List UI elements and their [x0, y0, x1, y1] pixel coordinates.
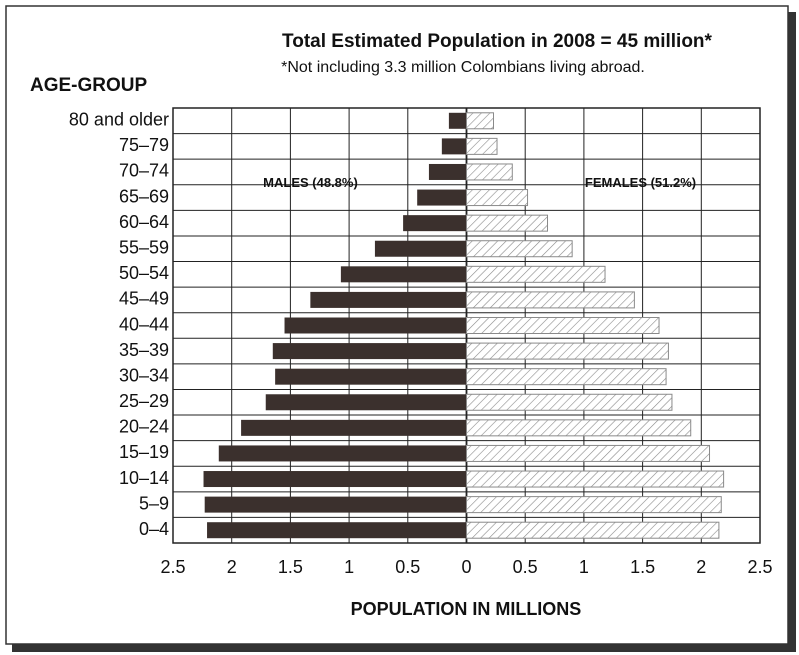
male-bar: [275, 368, 467, 385]
female-bar: [466, 214, 549, 232]
subtitle: *Not including 3.3 million Colombians li…: [281, 59, 645, 76]
series-label: MALES (48.8%): [263, 175, 358, 190]
y-tick-label: 10–14: [119, 468, 169, 488]
x-tick-label: 1: [579, 557, 589, 577]
female-bar: [466, 444, 711, 462]
y-tick-label: 30–34: [119, 365, 169, 385]
male-bar: [241, 419, 467, 436]
x-tick-label: 1.5: [630, 557, 655, 577]
y-tick-label: 15–19: [119, 442, 169, 462]
x-tick-label: 0.5: [513, 557, 538, 577]
x-tick-label: 2.5: [160, 557, 185, 577]
female-bar: [466, 265, 606, 283]
x-axis-title: POPULATION IN MILLIONS: [351, 599, 582, 619]
female-bar: [466, 342, 669, 360]
female-bar: [466, 291, 635, 309]
female-bar: [466, 521, 720, 539]
y-tick-label: 5–9: [139, 493, 169, 513]
female-bar: [466, 470, 725, 488]
female-bar: [466, 163, 513, 181]
male-bar: [441, 138, 467, 155]
y-tick-label: 20–24: [119, 417, 169, 437]
male-bar: [374, 240, 467, 257]
male-bar: [403, 215, 467, 232]
y-tick-label: 50–54: [119, 263, 169, 283]
male-bar: [203, 471, 467, 488]
x-tick-label: 2: [227, 557, 237, 577]
male-bar: [340, 266, 467, 283]
y-tick-label: 45–49: [119, 289, 169, 309]
y-tick-label: 65–69: [119, 186, 169, 206]
y-tick-label: 60–64: [119, 212, 169, 232]
y-tick-label: 40–44: [119, 314, 169, 334]
y-tick-label: 75–79: [119, 135, 169, 155]
y-tick-label: 25–29: [119, 391, 169, 411]
male-bar: [272, 343, 467, 360]
y-tick-label: 55–59: [119, 237, 169, 257]
y-tick-label: 80 and older: [69, 110, 169, 130]
female-bar: [466, 419, 692, 437]
male-bar: [310, 291, 467, 308]
male-bar: [204, 496, 467, 513]
x-tick-label: 1.5: [278, 557, 303, 577]
female-bar: [466, 393, 673, 411]
chart-title: Total Estimated Population in 2008 = 45 …: [282, 31, 712, 52]
female-bar: [466, 189, 529, 207]
female-bar: [466, 137, 498, 155]
x-tick-label: 2: [696, 557, 706, 577]
male-bar: [218, 445, 467, 462]
male-bar: [448, 112, 467, 129]
y-tick-label: 70–74: [119, 161, 169, 181]
y-tick-label: 0–4: [139, 519, 169, 539]
male-bar: [207, 522, 467, 539]
female-bar: [466, 240, 573, 258]
female-bar: [466, 317, 660, 334]
y-tick-label: 35–39: [119, 340, 169, 360]
x-tick-label: 0.5: [395, 557, 420, 577]
male-bar: [428, 163, 467, 180]
female-bar: [466, 368, 667, 386]
male-bar: [417, 189, 467, 206]
x-tick-label: 0: [461, 557, 471, 577]
male-bar: [265, 394, 467, 411]
series-label: FEMALES (51.2%): [585, 175, 696, 190]
female-bar: [466, 496, 722, 514]
y-axis-title: AGE-GROUP: [30, 75, 148, 96]
male-bar: [284, 317, 467, 334]
x-tick-label: 1: [344, 557, 354, 577]
female-bar: [466, 112, 495, 130]
x-tick-label: 2.5: [747, 557, 772, 577]
